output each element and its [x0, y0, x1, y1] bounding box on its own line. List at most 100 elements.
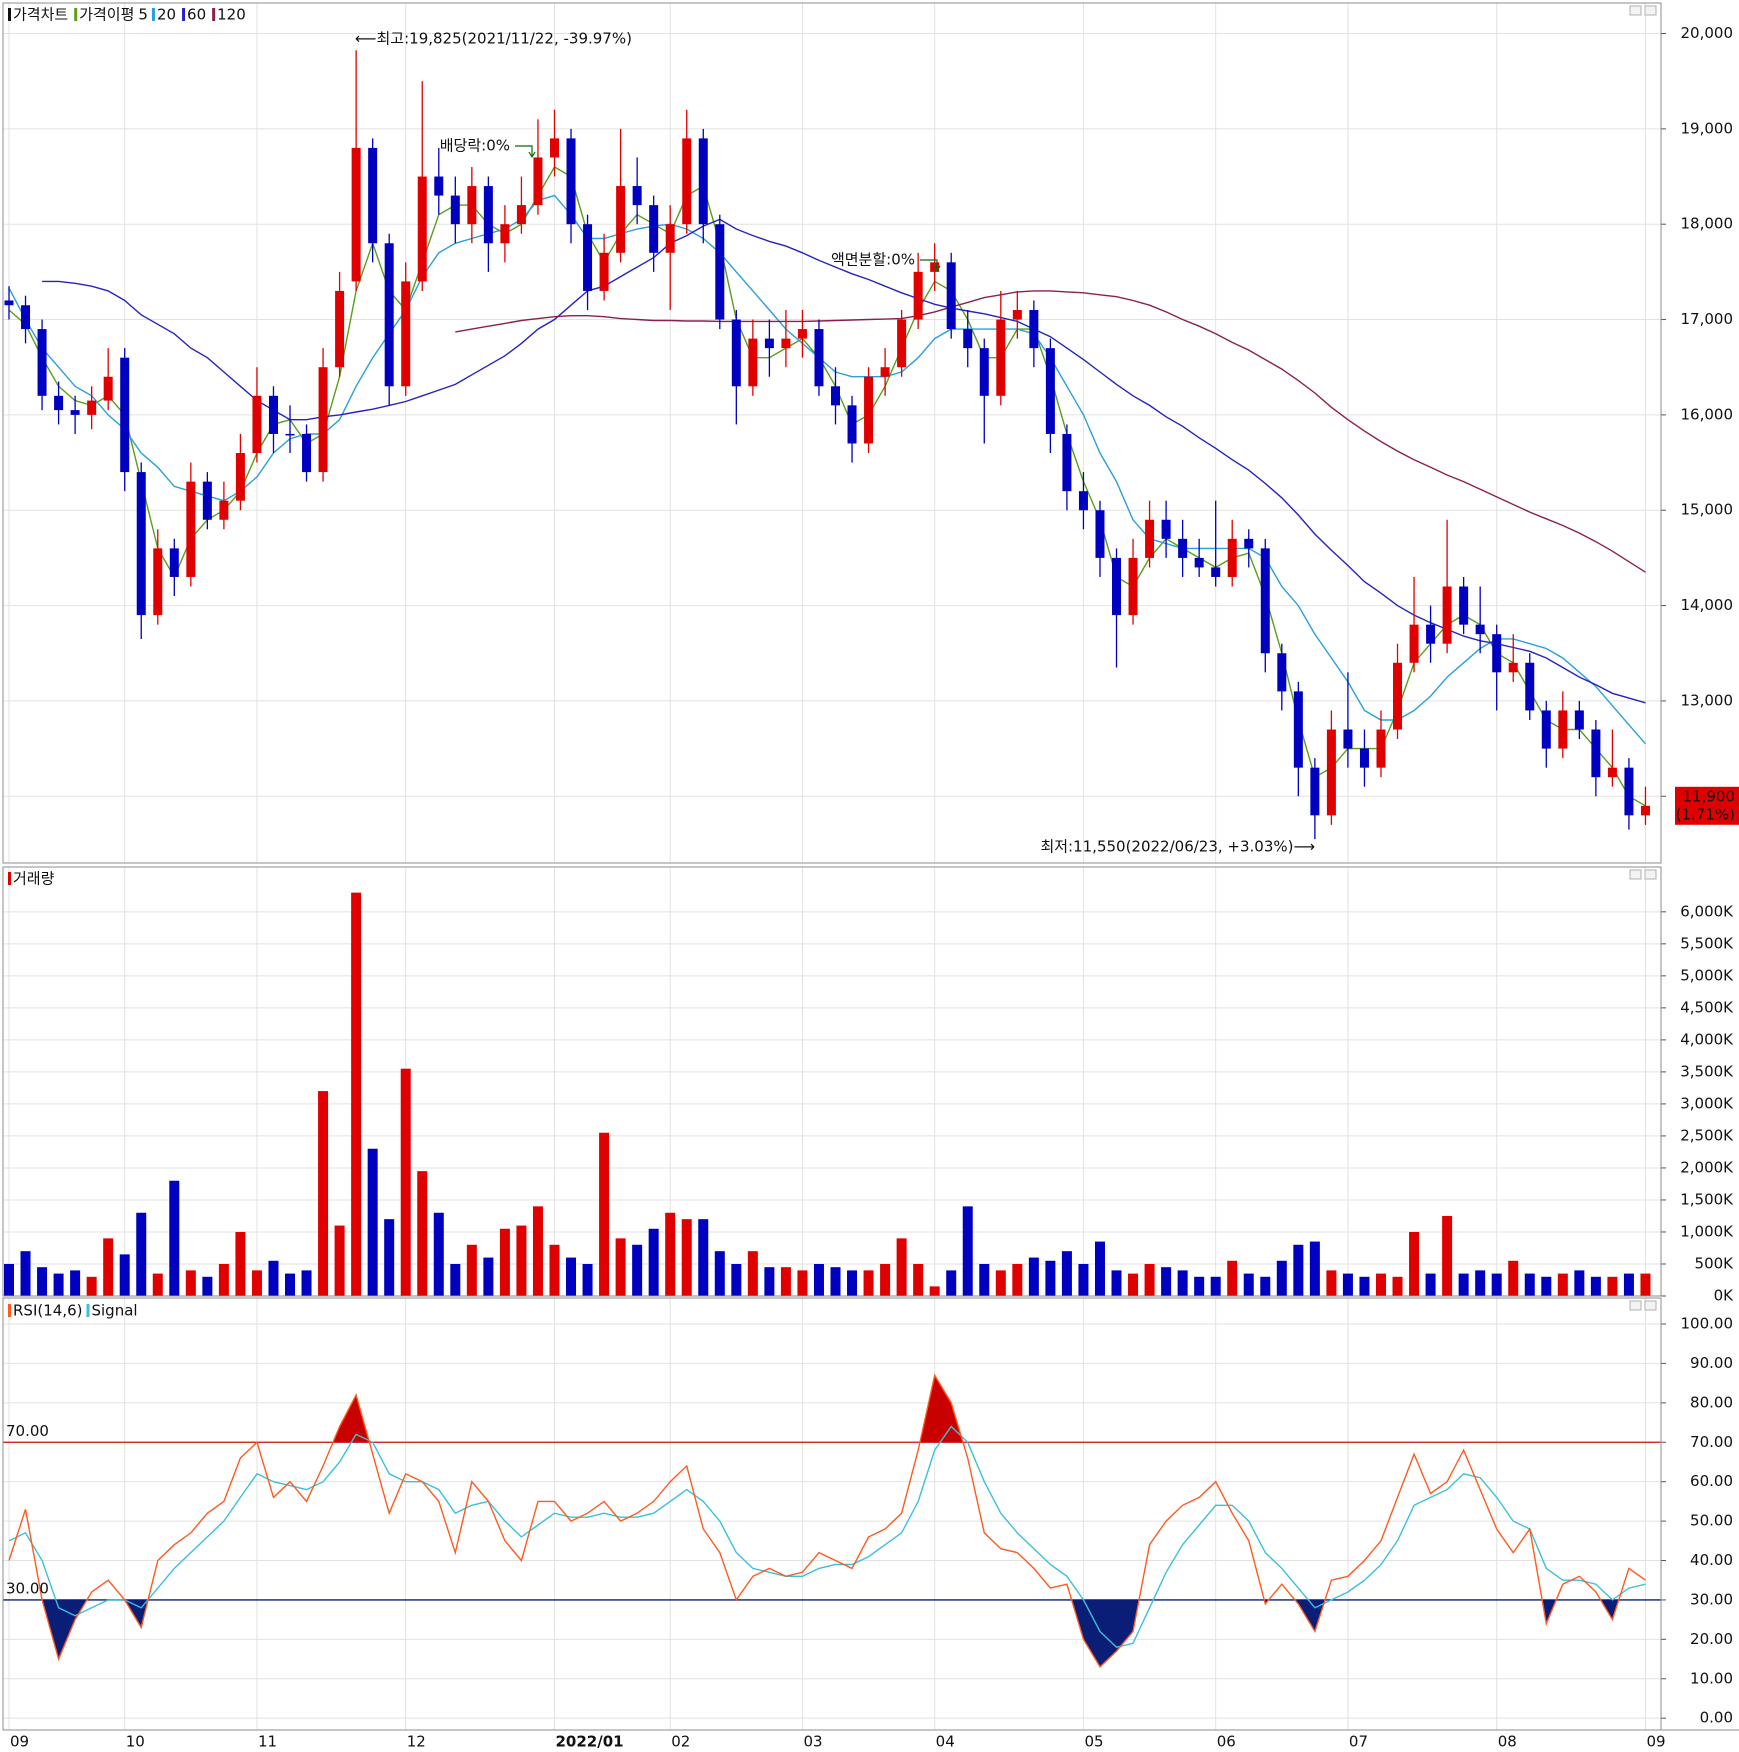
candle-body [384, 243, 394, 387]
panel-button[interactable] [1644, 5, 1657, 16]
volume-bar [202, 1276, 213, 1296]
volume-bar [1094, 1241, 1105, 1296]
volume-bar [1309, 1241, 1320, 1296]
y-tick-label: 20.00 [1690, 1630, 1733, 1648]
volume-bar [896, 1238, 907, 1296]
candle-body [864, 376, 874, 444]
candle-body [219, 500, 229, 520]
y-tick-label: 1,500K [1680, 1190, 1734, 1208]
volume-bar [615, 1238, 626, 1296]
candle-body [202, 481, 212, 520]
legend-swatch [74, 8, 78, 21]
candle-body [649, 205, 659, 253]
candle-body [318, 367, 328, 473]
volume-bar [119, 1254, 130, 1296]
panel-button[interactable] [1629, 869, 1642, 880]
y-tick-label: 2,500K [1680, 1126, 1734, 1144]
candle-body [1078, 491, 1088, 511]
volume-bar [731, 1263, 742, 1296]
legend-label: Signal [91, 1302, 137, 1320]
panel-button[interactable] [1644, 869, 1657, 880]
panel-button[interactable] [1629, 1300, 1642, 1311]
candle-body [268, 395, 278, 434]
candle-body [1492, 634, 1502, 673]
legend-swatch [212, 8, 216, 21]
y-tick-label: 50.00 [1690, 1512, 1733, 1530]
volume-bar [400, 1068, 411, 1296]
volume-bar [1326, 1270, 1337, 1296]
panel-button[interactable] [1629, 5, 1642, 16]
x-tick-label: 05 [1084, 1733, 1103, 1751]
candle-body [1277, 653, 1287, 692]
candle-body [1095, 510, 1105, 558]
volume-bar [946, 1270, 957, 1296]
candle-body [897, 319, 907, 368]
legend-swatch [86, 1304, 90, 1317]
candle-body [70, 410, 80, 415]
volume-bar [1557, 1273, 1568, 1296]
x-tick-label: 11 [258, 1733, 277, 1751]
candle-body [1194, 557, 1204, 568]
volume-bar [1078, 1263, 1089, 1296]
volume-bar [417, 1171, 428, 1296]
candle-body [682, 138, 692, 225]
y-tick-label: 2,000K [1680, 1158, 1734, 1176]
candle-body [549, 138, 559, 158]
volume-bar [1640, 1273, 1651, 1296]
volume-bar [648, 1228, 659, 1296]
rsi-line [8, 1373, 1646, 1669]
candle-body [351, 147, 361, 282]
volume-bar [698, 1219, 709, 1296]
y-tick-label: 3,500K [1680, 1062, 1734, 1080]
volume-bar [1623, 1273, 1634, 1296]
volume-bar [1359, 1276, 1370, 1296]
candle-body [979, 348, 989, 396]
volume-bar [566, 1257, 577, 1296]
y-tick-label: 3,000K [1680, 1094, 1734, 1112]
panel-button[interactable] [1644, 1300, 1657, 1311]
volume-bar [483, 1257, 494, 1296]
volume-bar [152, 1273, 163, 1296]
volume-bar [847, 1270, 858, 1296]
volume-bar [251, 1270, 262, 1296]
volume-bar [53, 1273, 64, 1296]
candle-body [1558, 710, 1568, 749]
candle-body [1260, 548, 1270, 654]
legend-swatch [8, 872, 11, 885]
y-tick-label: 18,000 [1681, 215, 1734, 233]
candle-body [1293, 691, 1303, 768]
legend-label: 120 [217, 6, 246, 24]
volume-bar [1144, 1263, 1155, 1296]
candle-body [1607, 767, 1617, 778]
volume-bar [1425, 1273, 1436, 1296]
legend-label: 가격차트 [13, 6, 68, 24]
x-tick-label: 04 [936, 1733, 955, 1751]
volume-bar [1375, 1273, 1386, 1296]
y-tick-label: 20,000 [1681, 24, 1734, 42]
volume-bar [1491, 1273, 1502, 1296]
volume-bar [797, 1270, 808, 1296]
volume-bar [1260, 1276, 1271, 1296]
candle-body [1393, 662, 1403, 730]
candle-body [1062, 433, 1072, 492]
volume-bar [1524, 1273, 1535, 1296]
text-layer: 091011122022/01020304050607080912,00013,… [6, 6, 1739, 1751]
y-tick-label: 100.00 [1681, 1315, 1734, 1333]
volume-bar [318, 1091, 329, 1296]
volume-bar [714, 1251, 725, 1296]
candle-body [450, 195, 460, 225]
candle-body [120, 357, 130, 473]
volume-bar [136, 1212, 147, 1296]
volume-bar [599, 1132, 610, 1296]
candle-body [533, 157, 543, 206]
volume-bar [913, 1263, 924, 1296]
y-tick-label: 17,000 [1681, 310, 1734, 328]
volume-bar [268, 1260, 279, 1296]
x-tick-label: 02 [671, 1733, 690, 1751]
y-tick-label: 5,000K [1680, 966, 1734, 984]
volume-bar [780, 1267, 791, 1296]
x-tick-label: 03 [803, 1733, 822, 1751]
candle-body [54, 395, 64, 411]
